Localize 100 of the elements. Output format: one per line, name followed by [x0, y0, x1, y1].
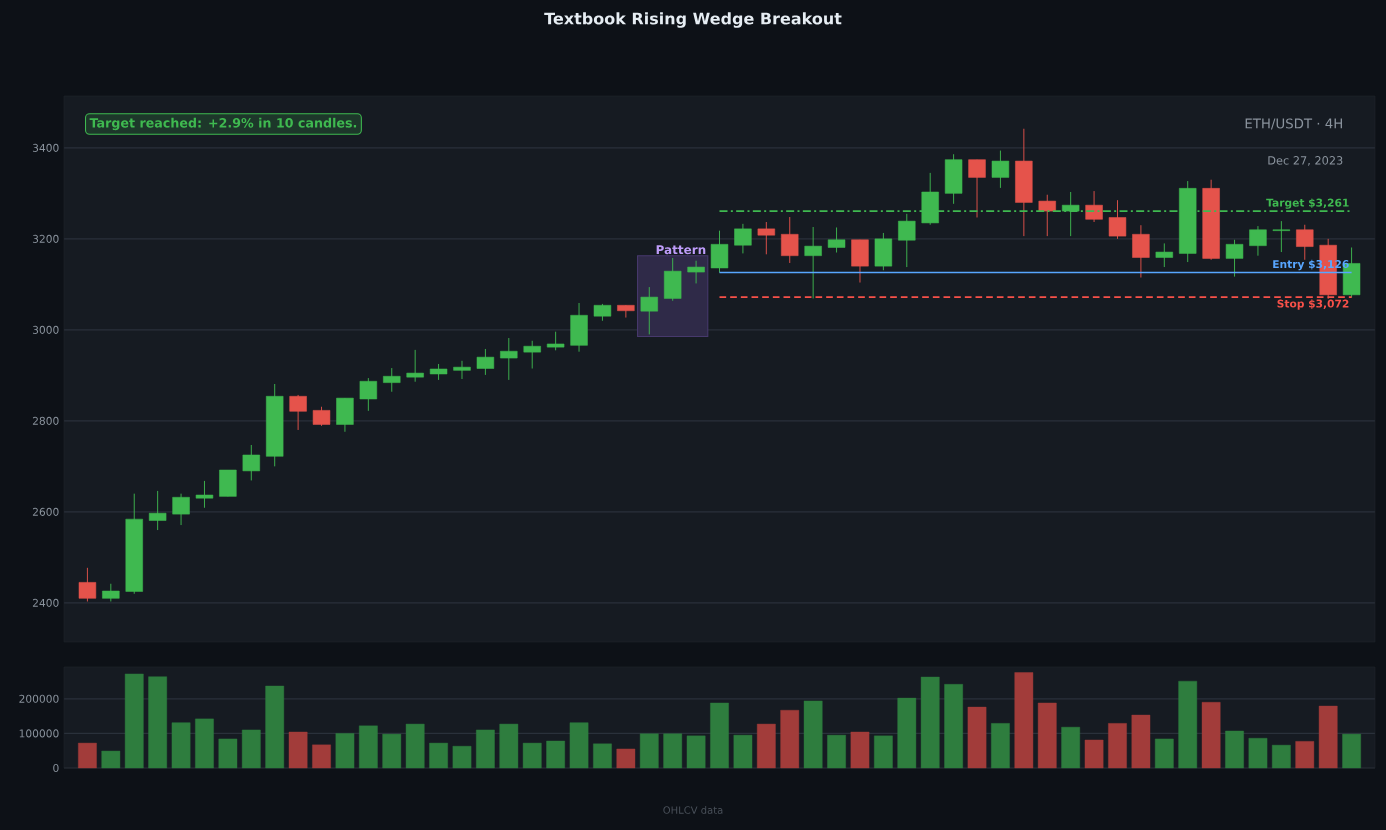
candlestick	[617, 304, 635, 319]
candlestick	[710, 230, 729, 273]
y-tick-label: 200000	[19, 694, 59, 703]
bar	[78, 742, 97, 769]
candlestick	[991, 150, 1010, 189]
bar	[195, 718, 214, 769]
candlestick	[1085, 190, 1103, 223]
bar	[148, 676, 167, 769]
y-tick-label: 3200	[32, 234, 59, 243]
bar	[1342, 733, 1361, 769]
bar	[733, 734, 753, 769]
bar	[405, 723, 425, 769]
candlestick	[406, 349, 424, 383]
candlestick	[476, 348, 495, 376]
bar	[288, 731, 308, 769]
bar	[476, 729, 495, 769]
bar	[827, 734, 846, 769]
bar	[1318, 705, 1338, 769]
candlestick	[78, 567, 97, 602]
bar	[663, 733, 683, 769]
candlestick	[1225, 239, 1244, 278]
bar	[1272, 744, 1291, 769]
candlestick	[640, 286, 658, 335]
bar	[335, 733, 355, 769]
y-tick-label: 2600	[32, 507, 59, 516]
bar	[991, 723, 1010, 769]
bar	[499, 723, 519, 769]
bar	[897, 697, 917, 769]
candlestick	[453, 360, 471, 380]
candlestick	[1296, 224, 1314, 261]
ref-line-label: Entry $3,126	[1273, 259, 1349, 271]
bar	[1037, 702, 1057, 769]
y-tick-label: 3000	[32, 325, 59, 334]
bar	[850, 731, 870, 769]
bar	[967, 706, 987, 769]
candlestick	[1272, 220, 1291, 253]
candlestick	[1038, 194, 1056, 237]
bar	[686, 735, 706, 769]
candlestick	[1132, 224, 1150, 278]
bar	[382, 733, 402, 769]
candlestick	[827, 227, 846, 253]
annotation: ETH/USDT · 4H	[1245, 118, 1342, 130]
bar	[452, 746, 472, 769]
bar	[920, 676, 940, 769]
candlestick	[523, 340, 541, 369]
candlestick	[242, 444, 260, 481]
candlestick	[383, 367, 401, 393]
candlestick	[757, 221, 776, 255]
candlestick	[148, 490, 167, 531]
bar	[1248, 738, 1268, 769]
bar	[1154, 738, 1174, 769]
bar	[616, 748, 636, 769]
y-tick-label: 3400	[32, 143, 59, 152]
bar	[522, 742, 542, 769]
bar	[1014, 672, 1034, 769]
candlestick	[1249, 225, 1267, 257]
candlestick	[968, 159, 986, 218]
candlestick	[804, 226, 822, 299]
bar	[944, 684, 963, 769]
bar	[639, 733, 659, 769]
candlestick	[898, 213, 916, 268]
bar	[241, 729, 261, 769]
candlestick	[289, 394, 307, 431]
bar	[1061, 726, 1080, 769]
annotation: Dec 27, 2023	[1268, 156, 1343, 166]
bar	[312, 744, 331, 769]
y-tick-label: 2800	[32, 416, 59, 425]
candlestick	[734, 223, 752, 254]
candlestick	[312, 406, 331, 427]
candlestick	[195, 480, 214, 509]
bar	[101, 750, 121, 769]
bar	[359, 725, 378, 769]
bar	[1108, 723, 1127, 769]
y-tick-label: 0	[53, 763, 59, 773]
ref-line-label: Stop $3,072	[1277, 299, 1349, 310]
candlestick	[1155, 242, 1173, 268]
annotation: Pattern	[656, 245, 706, 255]
candlestick	[172, 493, 190, 526]
annotation: Target reached: +2.9% in 10 candles.	[89, 117, 357, 131]
bar	[1084, 739, 1104, 769]
candlestick	[781, 216, 799, 264]
bar	[546, 740, 565, 769]
bar	[1178, 680, 1198, 769]
bar	[1131, 714, 1151, 769]
candlestick	[687, 260, 705, 284]
candlestick	[500, 337, 518, 381]
bar	[593, 743, 612, 769]
candlestick	[359, 377, 378, 412]
bar	[429, 742, 448, 769]
bar	[218, 738, 238, 769]
bar	[757, 723, 776, 769]
candlestick	[546, 331, 565, 351]
bar	[1225, 730, 1244, 769]
y-tick-label: 100000	[19, 729, 59, 738]
bar	[171, 722, 191, 769]
bar	[265, 685, 285, 769]
bar	[1295, 741, 1315, 769]
y-tick-label: 2400	[32, 598, 59, 607]
bar	[803, 700, 823, 769]
bar	[1201, 702, 1221, 769]
